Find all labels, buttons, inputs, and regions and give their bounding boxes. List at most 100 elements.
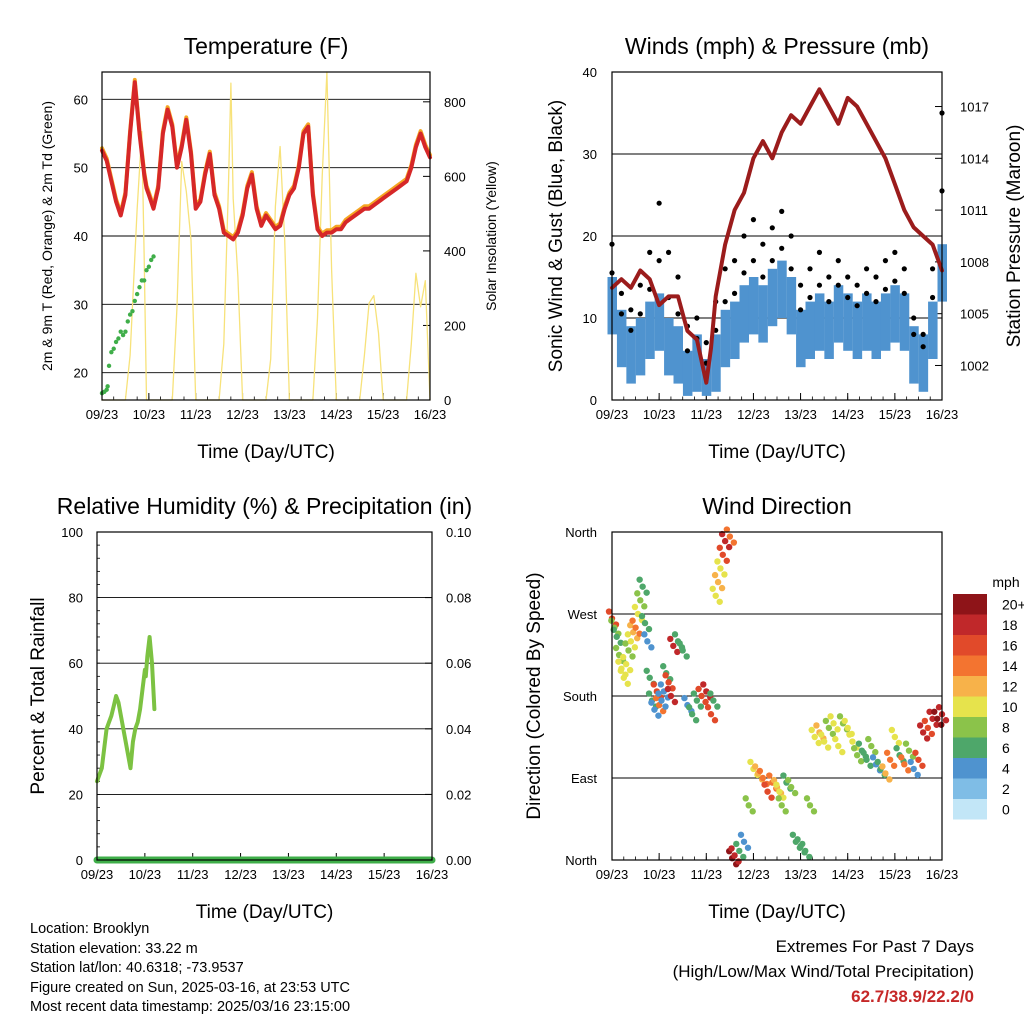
direction-point: [711, 717, 719, 724]
gust-point: [901, 266, 907, 272]
y2-tick-label: 0.00: [446, 853, 471, 868]
direction-point: [834, 726, 841, 733]
dewpoint-point: [116, 336, 121, 341]
direction-point: [612, 644, 620, 652]
direction-point: [718, 584, 726, 592]
humidity-line: [95, 635, 157, 784]
direction-point: [808, 726, 815, 734]
plot-frame: [96, 531, 433, 861]
direction-point: [846, 731, 853, 738]
direction-point: [660, 663, 667, 670]
direction-point: [648, 644, 655, 651]
colorbar-label: 16: [1002, 637, 1018, 653]
direction-point: [707, 711, 715, 718]
wind-speed-band: [635, 318, 646, 376]
direction-point: [665, 679, 672, 686]
direction-point: [759, 774, 767, 782]
gust-point: [684, 348, 691, 354]
direction-point: [933, 721, 940, 728]
solar-insolation-line: [101, 71, 431, 401]
wind-speed-band: [786, 277, 797, 335]
direction-point: [702, 698, 709, 706]
y-tick-label: 0: [590, 393, 597, 408]
y-tick-label: 30: [583, 147, 597, 162]
direction-point: [811, 733, 818, 741]
x-tick-label: 09/23: [596, 407, 629, 422]
gust-point: [854, 303, 860, 309]
direction-point: [893, 745, 900, 752]
y-tick-label: 20: [69, 787, 83, 802]
direction-point: [629, 617, 636, 624]
x-axis-label: Time (Day/UTC): [197, 442, 335, 463]
direction-point: [784, 776, 792, 784]
dewpoint-point: [111, 346, 116, 351]
colorbar-swatch: [953, 696, 987, 717]
direction-point: [637, 597, 644, 604]
direction-point: [643, 667, 650, 674]
direction-point: [698, 692, 705, 700]
direction-point: [695, 685, 702, 693]
dewpoint-point: [118, 329, 123, 334]
direction-point: [700, 681, 707, 688]
y-tick-label: 60: [69, 656, 83, 671]
wind-speed-band: [909, 326, 919, 384]
direction-point: [749, 808, 756, 815]
direction-point: [907, 758, 914, 766]
direction-point: [714, 703, 721, 710]
direction-point: [764, 788, 771, 795]
gust-point: [892, 249, 898, 255]
data-timestamp: Most recent data timestamp: 2025/03/16 2…: [30, 999, 351, 1016]
wind-speed-band: [767, 268, 778, 327]
dewpoint-point: [151, 254, 156, 259]
y-tick-label: 10: [583, 311, 597, 326]
direction-point: [751, 763, 759, 770]
direction-point: [886, 776, 893, 783]
gust-point: [769, 225, 775, 231]
direction-point: [867, 762, 874, 769]
gust-point: [826, 299, 832, 305]
direction-point: [853, 752, 861, 759]
x-tick-label: 14/23: [831, 867, 864, 882]
x-tick-label: 12/23: [224, 867, 257, 882]
colorbar-label: 6: [1002, 740, 1010, 756]
direction-point: [730, 539, 738, 546]
direction-point: [912, 749, 919, 756]
y-tick-label: 80: [69, 591, 83, 606]
colorbar-swatch: [953, 655, 987, 676]
direction-point: [817, 731, 825, 738]
colorbar-swatch: [953, 614, 987, 635]
direction-point: [882, 770, 889, 777]
wind-speed-band: [862, 293, 872, 351]
x-tick-label: 09/23: [81, 867, 114, 882]
gust-point: [854, 282, 860, 288]
extremes-subtitle: (High/Low/Max Wind/Total Precipitation): [672, 962, 974, 981]
y2-tick-label: 0: [444, 393, 451, 408]
y-tick-label: West: [568, 607, 598, 622]
gust-point: [873, 274, 879, 280]
gust-point: [656, 258, 662, 264]
extremes-box: Extremes For Past 7 Days (High/Low/Max W…: [673, 934, 974, 1009]
dewpoint-point: [144, 267, 149, 273]
direction-point: [806, 853, 813, 861]
x-tick-label: 10/23: [133, 407, 166, 422]
y2-tick-label: 0.08: [446, 591, 471, 606]
direction-point: [835, 742, 842, 750]
gust-point: [873, 299, 879, 305]
direction-point: [910, 765, 917, 773]
wind-speed-band: [692, 334, 702, 392]
direction-point: [608, 617, 615, 624]
y-tick-label: North: [565, 853, 597, 868]
colorbar-label: 12: [1002, 678, 1018, 694]
direction-point: [886, 756, 894, 763]
colorbar-swatch: [953, 676, 987, 697]
wind-speed-band: [899, 293, 910, 351]
wind-speed-band: [880, 293, 891, 351]
direction-point: [626, 666, 634, 674]
direction-point: [719, 551, 726, 558]
direction-point: [667, 692, 675, 700]
y-axis-label: Percent & Total Rainfall: [28, 597, 49, 794]
gust-point: [816, 282, 823, 288]
gust-point: [628, 327, 634, 333]
direction-point: [631, 603, 639, 611]
x-tick-label: 13/23: [784, 407, 817, 422]
